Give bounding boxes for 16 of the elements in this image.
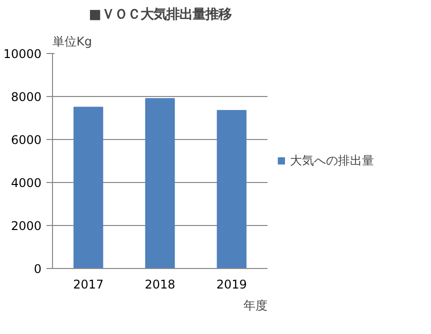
y-tick-label: 2000 [10, 219, 42, 233]
text: 単位Kg [52, 34, 92, 48]
x-tick-label: 2017 [73, 278, 104, 292]
y-tick-label: 6000 [10, 133, 42, 147]
bar [216, 110, 246, 268]
y-tick-label: 0 [34, 262, 42, 276]
x-tick-label: 2018 [144, 278, 176, 292]
bar [74, 106, 104, 268]
x-tick-label: 2019 [216, 278, 247, 292]
x-axis-title: 年度 [244, 298, 268, 312]
y-tick-label: 8000 [10, 90, 42, 104]
chart-title: ■ＶＯＣ大気排出量推移 [88, 8, 232, 22]
bar [145, 98, 175, 268]
legend-label: 大気への排出量 [290, 152, 374, 169]
y-tick-label: 4000 [10, 176, 42, 190]
y-tick-label: 10000 [3, 47, 42, 61]
